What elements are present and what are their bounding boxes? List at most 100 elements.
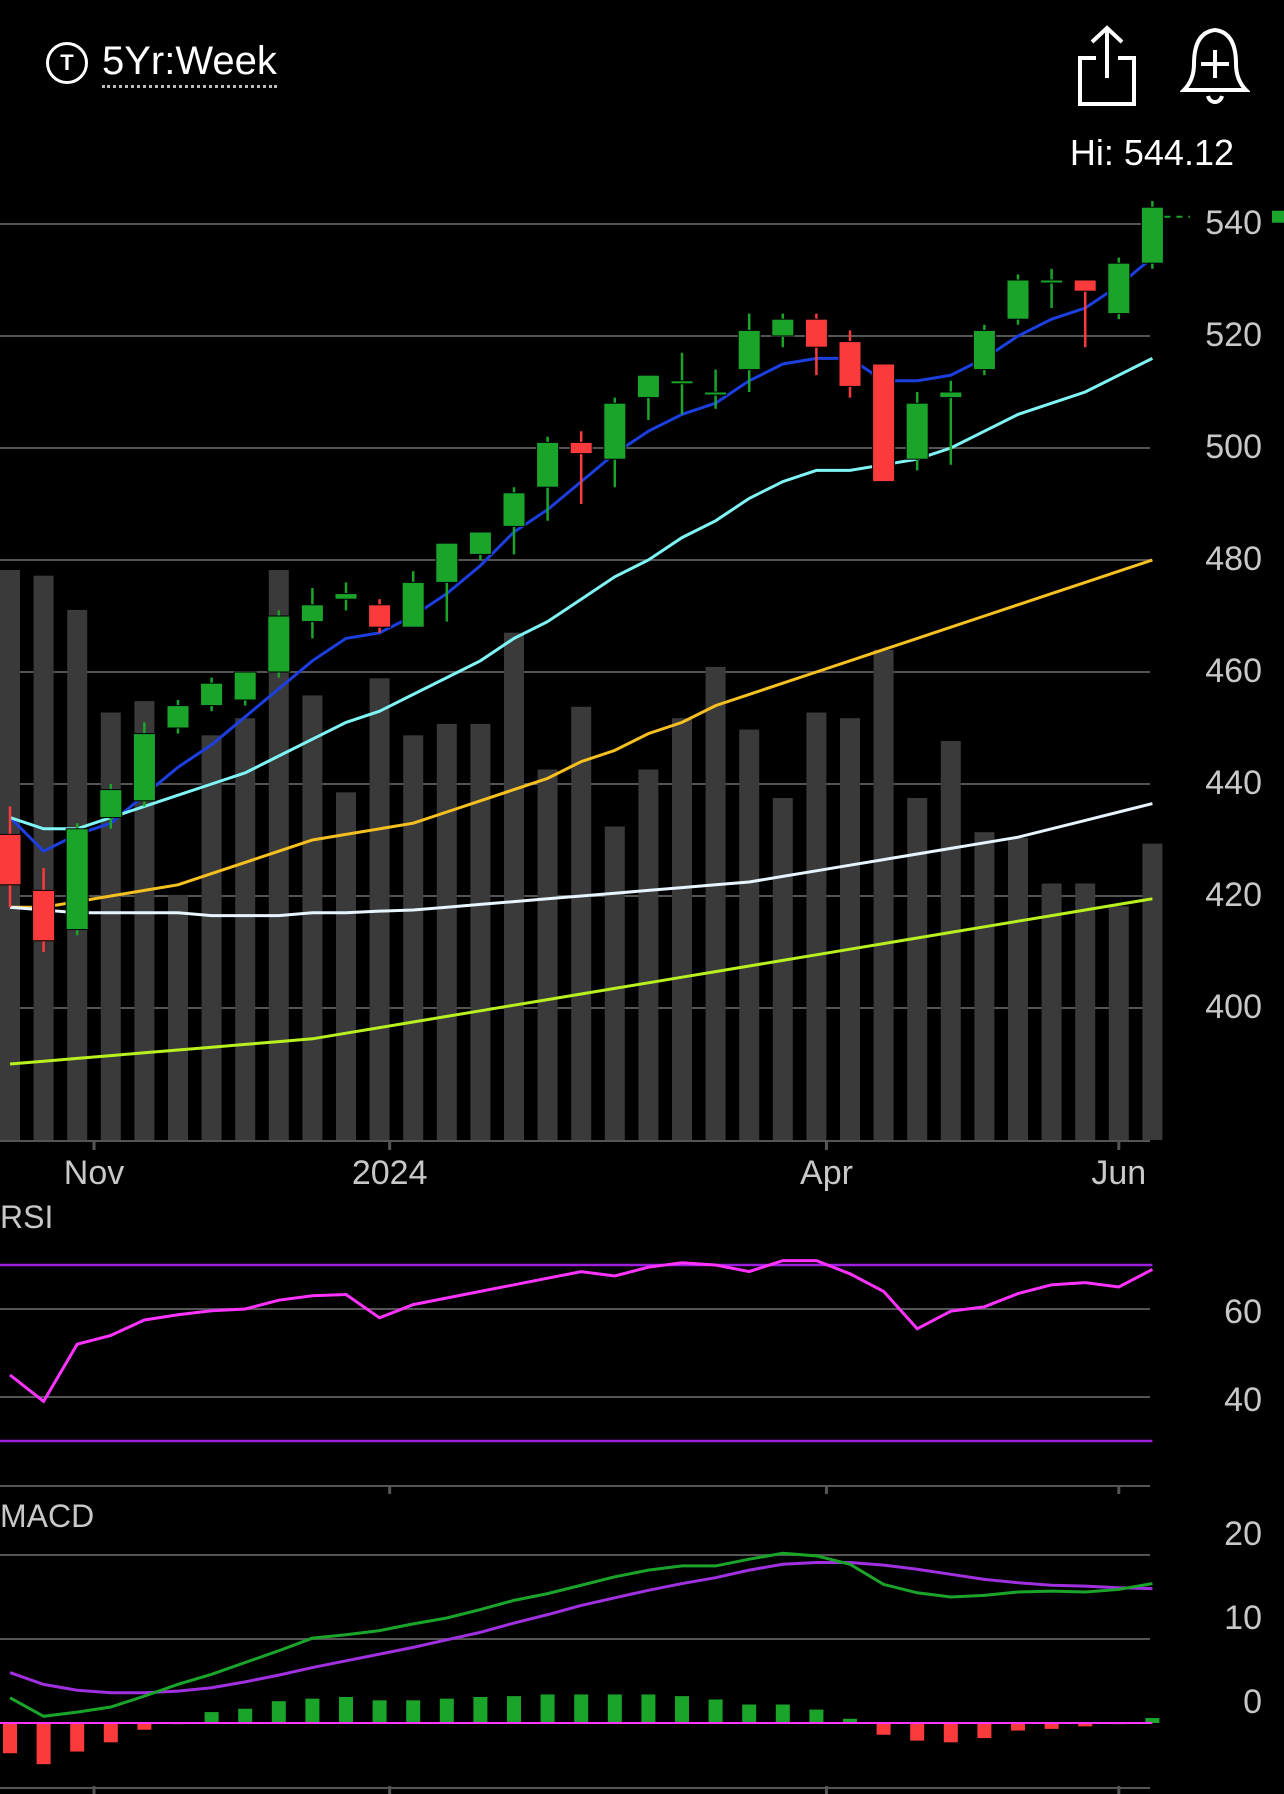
volume-bar (1075, 883, 1096, 1140)
macd-histogram-bar (775, 1704, 790, 1723)
volume-bar (100, 712, 121, 1140)
volume-bar (873, 649, 894, 1140)
chart-header: T 5Yr:Week Hi: 544.12 (0, 0, 1284, 173)
candle-body (972, 329, 996, 371)
add-alert-button[interactable] (1179, 24, 1251, 108)
candle-body (32, 889, 56, 942)
candle-body (771, 318, 795, 337)
price-tick-label: 420 (1205, 876, 1262, 914)
candle-body (435, 542, 459, 583)
candle-body (65, 828, 89, 931)
macd-histogram-bar (742, 1704, 757, 1723)
macd-histogram-bar (507, 1696, 521, 1723)
candle-body (468, 531, 492, 555)
macd-histogram-bar (977, 1723, 992, 1739)
time-tick-label: Jun (1091, 1154, 1146, 1192)
volume-bar (336, 792, 356, 1140)
price-tick-label: 400 (1205, 988, 1262, 1026)
volume-bar (806, 712, 827, 1140)
price-axis: 400 420 440 460 480 500 520 540 (1164, 204, 1284, 1026)
volume-bar (772, 798, 793, 1140)
volume-bars (0, 570, 1163, 1140)
volume-bar (907, 798, 928, 1140)
share-icon (1078, 25, 1136, 106)
range-label: 5Yr:Week (102, 39, 277, 88)
candle-body (804, 318, 828, 348)
macd-panel: MACD 0 10 20 (0, 1498, 1262, 1794)
macd-histogram-bar (574, 1694, 589, 1723)
candle-body (368, 604, 392, 628)
macd-histogram-bar (675, 1696, 689, 1723)
macd-histogram-bar (271, 1701, 286, 1723)
volume-bar (403, 735, 424, 1140)
candle-body (401, 581, 425, 628)
macd-histogram-bar (809, 1709, 824, 1723)
macd-histogram-bar (876, 1723, 891, 1735)
price-tick-label: 540 (1205, 204, 1262, 242)
volume-bar (1008, 837, 1028, 1140)
macd-histogram-bar (238, 1708, 253, 1723)
macd-histogram-bar (305, 1698, 320, 1723)
macd-histogram-bar (1078, 1723, 1093, 1727)
candle-body (233, 671, 257, 701)
high-price-label: Hi: 544.12 (1069, 132, 1234, 173)
candle-body (569, 441, 593, 455)
volume-bar (571, 706, 592, 1140)
candle-body (1073, 279, 1097, 292)
candle-body (737, 329, 761, 371)
candle-body (872, 363, 896, 483)
macd-histogram-bar (641, 1694, 656, 1723)
signal-line (9, 1561, 1153, 1695)
volume-bar (840, 718, 860, 1140)
candle-body (0, 833, 22, 886)
volume-bar (470, 723, 491, 1140)
volume-bar (974, 832, 995, 1140)
volume-bar (134, 701, 155, 1140)
bell-plus-icon (1179, 27, 1251, 104)
rsi-title: RSI (0, 1199, 53, 1235)
candle-body (166, 705, 190, 729)
volume-bar (604, 826, 625, 1140)
macd-histogram-bar (943, 1723, 958, 1743)
price-tick-label: 520 (1205, 316, 1262, 354)
candle-body (334, 593, 358, 600)
macd-histogram-bar (843, 1718, 857, 1723)
share-button[interactable] (1074, 24, 1140, 108)
time-tick-label: Apr (800, 1154, 853, 1192)
candle-body (200, 682, 224, 707)
rsi-panel: RSI 40 60 (0, 1199, 1262, 1494)
candle-body (1006, 279, 1030, 320)
macd-histogram-bar (204, 1712, 219, 1723)
price-tick-label: 440 (1205, 764, 1262, 802)
price-tick-label: 500 (1205, 428, 1262, 466)
candle-body (300, 604, 324, 623)
macd-histogram-bar (1011, 1723, 1025, 1731)
time-tick-label: Nov (64, 1154, 124, 1192)
macd-histogram-bar (439, 1698, 454, 1723)
volume-bar (940, 741, 961, 1140)
macd-histogram-bar (540, 1694, 555, 1723)
candle-body (939, 391, 963, 399)
macd-line (9, 1551, 1153, 1718)
candle-body (670, 380, 694, 385)
volume-bar (504, 632, 524, 1140)
moving-average-line (9, 357, 1154, 831)
macd-histogram-bar (36, 1723, 51, 1765)
macd-histogram-bar (103, 1723, 118, 1743)
range-selector-button[interactable]: T 5Yr:Week (46, 38, 277, 88)
candle-body (99, 789, 123, 819)
candle-body (1140, 206, 1164, 264)
macd-tick-label: 0 (1243, 1683, 1262, 1721)
macd-histogram-bar (406, 1700, 421, 1723)
last-price-marker (1272, 210, 1284, 223)
volume-bar (235, 718, 256, 1140)
candle-body (704, 391, 728, 396)
rsi-tick-label: 60 (1224, 1293, 1262, 1331)
time-tick-label: 2024 (352, 1154, 428, 1192)
macd-tick-label: 10 (1224, 1599, 1262, 1637)
candle-body (132, 733, 156, 802)
macd-title: MACD (0, 1498, 94, 1534)
candle-body (636, 374, 660, 399)
candle-body (502, 492, 526, 527)
